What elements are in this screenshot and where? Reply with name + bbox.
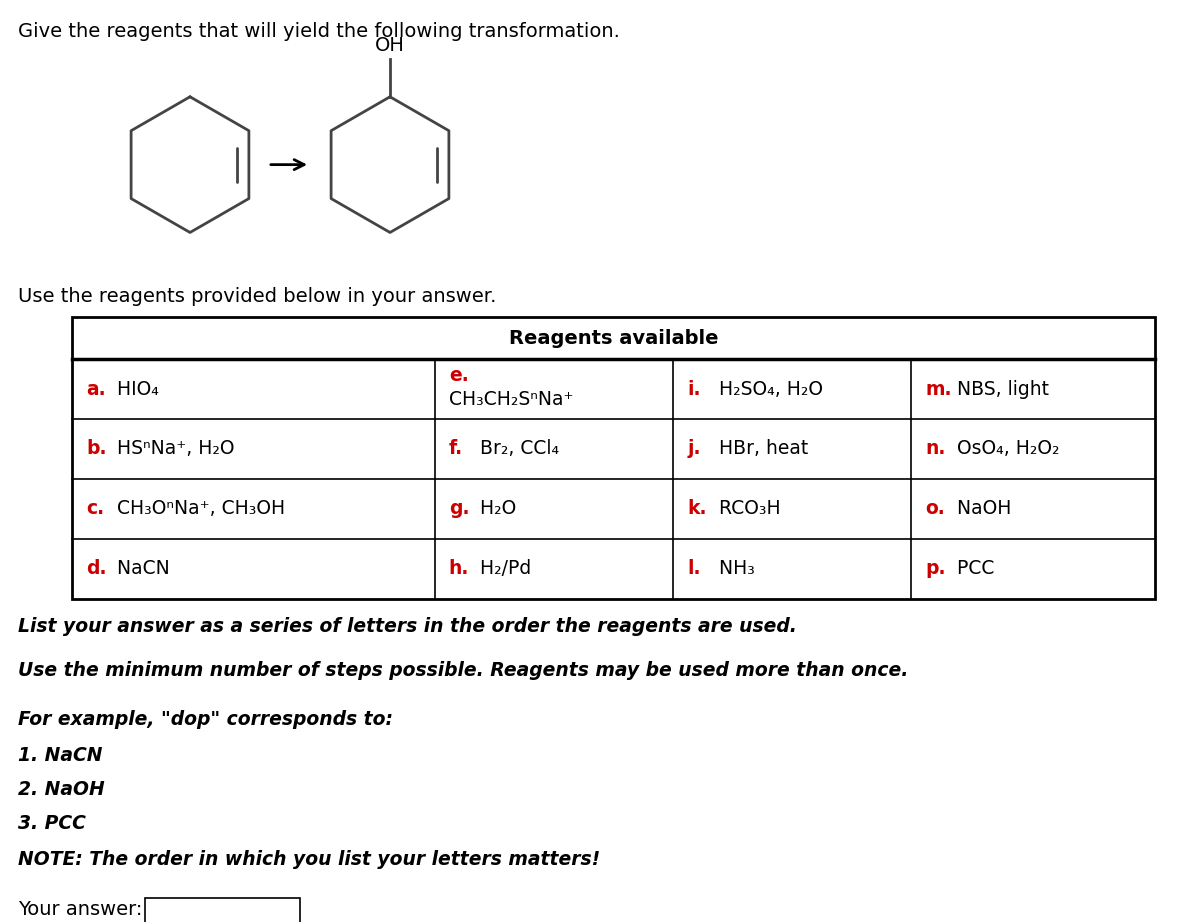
Text: Use the reagents provided below in your answer.: Use the reagents provided below in your … <box>18 287 497 307</box>
Text: 3. PCC: 3. PCC <box>18 814 86 833</box>
Text: NOTE: The order in which you list your letters matters!: NOTE: The order in which you list your l… <box>18 850 600 869</box>
Text: c.: c. <box>86 499 104 518</box>
Text: k.: k. <box>688 499 707 518</box>
Text: OH: OH <box>376 36 404 55</box>
Text: f.: f. <box>449 440 463 458</box>
Text: HSⁿNa⁺, H₂O: HSⁿNa⁺, H₂O <box>106 440 235 458</box>
Text: d.: d. <box>86 559 107 578</box>
Text: l.: l. <box>688 559 701 578</box>
Text: OsO₄, H₂O₂: OsO₄, H₂O₂ <box>944 440 1060 458</box>
Text: Br₂, CCl₄: Br₂, CCl₄ <box>468 440 559 458</box>
Text: CH₃OⁿNa⁺, CH₃OH: CH₃OⁿNa⁺, CH₃OH <box>106 499 286 518</box>
Text: H₂SO₄, H₂O: H₂SO₄, H₂O <box>707 380 822 398</box>
Text: 2. NaOH: 2. NaOH <box>18 780 104 799</box>
Bar <box>145 898 300 924</box>
Text: PCC: PCC <box>944 559 994 578</box>
Text: e.: e. <box>449 367 468 385</box>
Text: H₂O: H₂O <box>468 499 516 518</box>
Text: o.: o. <box>925 499 946 518</box>
Text: HBr, heat: HBr, heat <box>707 440 808 458</box>
Text: H₂/Pd: H₂/Pd <box>468 559 532 578</box>
Text: m.: m. <box>925 380 952 398</box>
Text: NaCN: NaCN <box>106 559 170 578</box>
Text: b.: b. <box>86 440 107 458</box>
Text: g.: g. <box>449 499 469 518</box>
Text: List your answer as a series of letters in the order the reagents are used.: List your answer as a series of letters … <box>18 616 797 636</box>
Text: i.: i. <box>688 380 701 398</box>
Text: j.: j. <box>688 440 701 458</box>
Text: NaOH: NaOH <box>944 499 1012 518</box>
Text: Use the minimum number of steps possible. Reagents may be used more than once.: Use the minimum number of steps possible… <box>18 661 908 679</box>
Text: Reagents available: Reagents available <box>509 329 719 347</box>
Text: HIO₄: HIO₄ <box>106 380 160 398</box>
Text: 1. NaCN: 1. NaCN <box>18 747 102 765</box>
Bar <box>72 317 1154 599</box>
Text: h.: h. <box>449 559 469 578</box>
Text: p.: p. <box>925 559 946 578</box>
Text: CH₃CH₂SⁿNa⁺: CH₃CH₂SⁿNa⁺ <box>449 391 574 409</box>
Text: NH₃: NH₃ <box>707 559 755 578</box>
Text: n.: n. <box>925 440 946 458</box>
Text: Give the reagents that will yield the following transformation.: Give the reagents that will yield the fo… <box>18 22 620 41</box>
Text: RCO₃H: RCO₃H <box>707 499 780 518</box>
Text: Your answer:: Your answer: <box>18 900 143 919</box>
Text: For example, "dop" corresponds to:: For example, "dop" corresponds to: <box>18 711 394 729</box>
Text: a.: a. <box>86 380 106 398</box>
Text: NBS, light: NBS, light <box>944 380 1049 398</box>
